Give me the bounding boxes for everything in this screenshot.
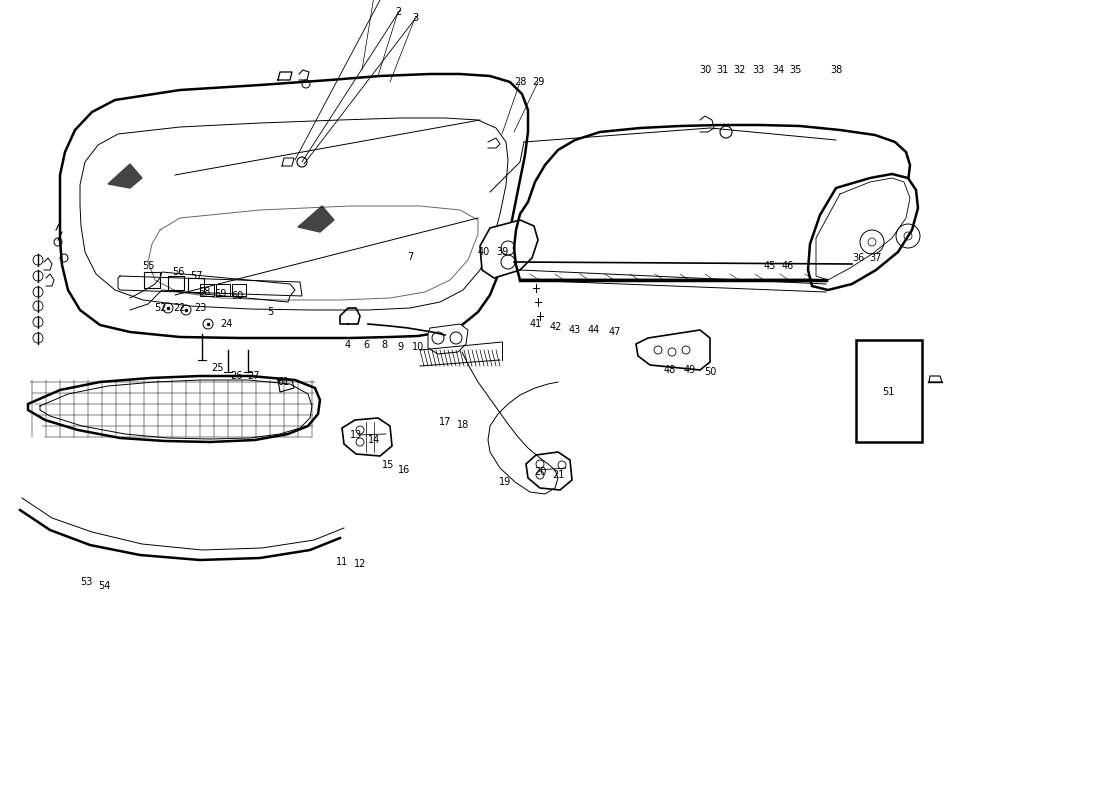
Polygon shape: [298, 206, 334, 232]
Text: 14: 14: [367, 435, 381, 445]
Text: 46: 46: [782, 261, 794, 271]
Text: 27: 27: [248, 371, 261, 381]
Text: 11: 11: [336, 557, 348, 567]
Text: 21: 21: [552, 470, 564, 480]
Text: 8: 8: [381, 340, 387, 350]
Text: 18: 18: [456, 420, 469, 430]
Text: 30: 30: [698, 65, 711, 75]
Polygon shape: [108, 164, 142, 188]
Text: 2: 2: [395, 7, 402, 17]
Text: 43: 43: [569, 325, 581, 335]
Text: 56: 56: [172, 267, 184, 277]
Text: 20: 20: [534, 467, 547, 477]
Text: 38: 38: [829, 65, 843, 75]
Text: 33: 33: [752, 65, 764, 75]
Text: 48: 48: [664, 365, 676, 375]
Text: 45: 45: [763, 261, 777, 271]
Text: 9: 9: [397, 342, 403, 352]
Text: 53: 53: [80, 577, 92, 587]
Text: 55: 55: [142, 261, 154, 271]
Text: 17: 17: [439, 417, 451, 427]
Text: 49: 49: [684, 365, 696, 375]
Text: 41: 41: [530, 319, 542, 329]
Text: 13: 13: [350, 430, 362, 440]
Polygon shape: [342, 418, 392, 456]
Polygon shape: [636, 330, 710, 370]
Text: 7: 7: [407, 252, 414, 262]
Text: 59: 59: [213, 289, 227, 299]
Text: 12: 12: [354, 559, 366, 569]
Text: 22: 22: [174, 303, 186, 313]
Text: 25: 25: [211, 363, 224, 373]
Text: 5: 5: [267, 307, 273, 317]
Text: 23: 23: [194, 303, 206, 313]
Polygon shape: [428, 324, 468, 354]
Text: 31: 31: [716, 65, 728, 75]
Text: 37: 37: [870, 253, 882, 263]
Text: 44: 44: [587, 325, 601, 335]
Text: 57: 57: [189, 271, 202, 281]
Text: 60: 60: [232, 291, 244, 301]
Text: 40: 40: [477, 247, 491, 257]
Text: 36: 36: [851, 253, 865, 263]
Text: 58: 58: [198, 287, 210, 297]
Text: 10: 10: [411, 342, 425, 352]
Text: 47: 47: [608, 327, 622, 337]
Text: 29: 29: [531, 77, 544, 87]
Text: 26: 26: [230, 371, 242, 381]
Text: 6: 6: [363, 340, 370, 350]
Text: 32: 32: [734, 65, 746, 75]
Text: 24: 24: [220, 319, 232, 329]
Text: 54: 54: [98, 581, 110, 591]
Text: 3: 3: [411, 13, 418, 23]
Text: 42: 42: [550, 322, 562, 332]
Text: 52: 52: [154, 303, 166, 313]
Polygon shape: [808, 174, 918, 290]
Text: 15: 15: [382, 460, 394, 470]
Text: 4: 4: [345, 340, 351, 350]
Text: 50: 50: [704, 367, 716, 377]
Text: 34: 34: [772, 65, 784, 75]
Text: 19: 19: [499, 477, 512, 487]
Text: 61: 61: [278, 377, 290, 387]
Polygon shape: [526, 452, 572, 490]
Text: 39: 39: [496, 247, 508, 257]
Text: 51: 51: [882, 387, 894, 397]
Text: 28: 28: [514, 77, 526, 87]
Text: 35: 35: [790, 65, 802, 75]
Text: 16: 16: [398, 465, 410, 475]
Polygon shape: [480, 220, 538, 278]
